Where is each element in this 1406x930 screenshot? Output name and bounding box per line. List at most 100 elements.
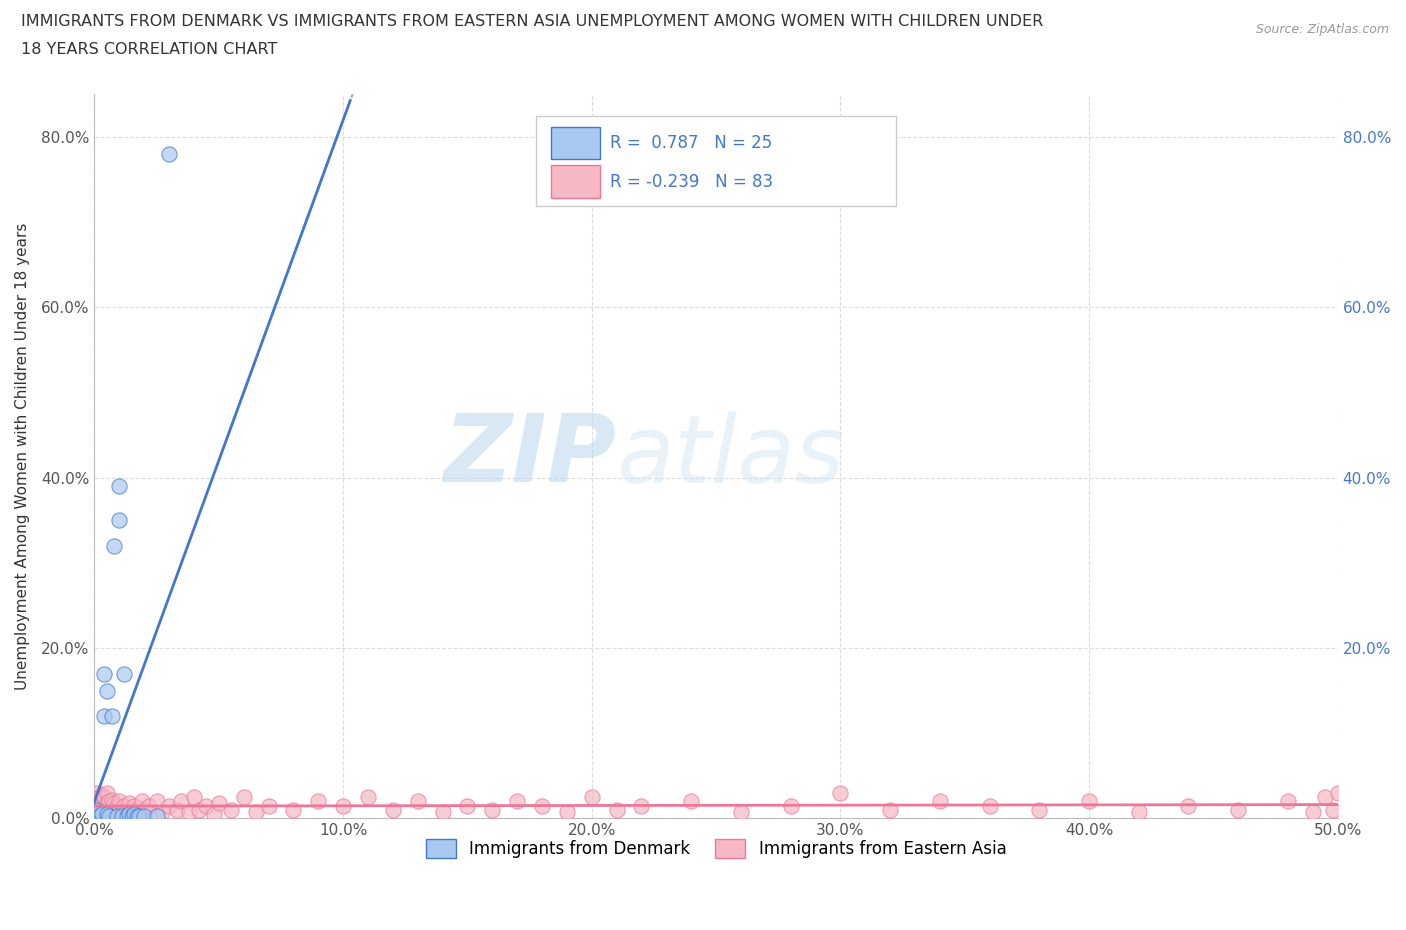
Point <box>506 794 529 809</box>
Point <box>89 808 111 823</box>
Point <box>381 803 404 817</box>
Point <box>208 796 231 811</box>
Point <box>432 804 454 819</box>
Point <box>105 808 128 823</box>
Text: ZIP: ZIP <box>444 410 617 502</box>
Point <box>96 804 118 819</box>
Point <box>98 808 121 823</box>
Point <box>406 794 429 809</box>
Point <box>108 479 131 494</box>
Point <box>202 806 225 821</box>
Point <box>555 804 578 819</box>
Point <box>86 803 108 817</box>
Point <box>101 709 124 724</box>
Point <box>89 806 111 821</box>
Point <box>157 146 180 161</box>
Point <box>257 798 280 813</box>
Point <box>357 790 380 804</box>
Point <box>170 794 193 809</box>
Point <box>108 803 131 817</box>
Point <box>118 796 141 811</box>
Point <box>96 806 118 821</box>
Point <box>103 796 125 811</box>
Point <box>105 798 128 813</box>
Point <box>879 803 901 817</box>
Point <box>98 806 121 821</box>
FancyBboxPatch shape <box>551 165 600 198</box>
Point <box>115 803 138 817</box>
Point <box>1227 803 1250 817</box>
Point <box>150 804 173 819</box>
Point <box>730 804 752 819</box>
Point <box>93 666 115 681</box>
Point <box>125 806 148 821</box>
Y-axis label: Unemployment Among Women with Children Under 18 years: Unemployment Among Women with Children U… <box>15 222 30 690</box>
Point <box>1028 803 1050 817</box>
Point <box>779 798 801 813</box>
Point <box>134 808 156 823</box>
Point <box>245 804 267 819</box>
Point <box>101 803 124 817</box>
FancyBboxPatch shape <box>551 126 600 159</box>
Point <box>166 803 188 817</box>
Point <box>111 808 134 823</box>
Point <box>96 786 118 801</box>
Point <box>89 790 111 804</box>
Point <box>283 803 305 817</box>
Text: IMMIGRANTS FROM DENMARK VS IMMIGRANTS FROM EASTERN ASIA UNEMPLOYMENT AMONG WOMEN: IMMIGRANTS FROM DENMARK VS IMMIGRANTS FR… <box>21 14 1043 29</box>
Point <box>928 794 950 809</box>
Point <box>1078 794 1101 809</box>
Point <box>98 794 121 809</box>
Point <box>118 806 141 821</box>
Point <box>219 803 242 817</box>
Point <box>90 787 112 802</box>
Point <box>90 806 112 821</box>
Point <box>1128 804 1150 819</box>
Point <box>183 790 205 804</box>
Point <box>979 798 1001 813</box>
Point <box>307 794 329 809</box>
Point <box>1326 786 1348 801</box>
Point <box>122 806 145 821</box>
Point <box>93 806 115 821</box>
Point <box>157 798 180 813</box>
Point <box>681 794 703 809</box>
Point <box>90 804 112 819</box>
Point <box>86 803 108 817</box>
Point <box>1277 794 1299 809</box>
Point <box>115 808 138 823</box>
Point <box>103 804 125 819</box>
Point <box>108 512 131 527</box>
Point <box>581 790 603 804</box>
Point <box>530 798 553 813</box>
Point <box>332 798 354 813</box>
Point <box>112 798 135 813</box>
Point <box>131 794 153 809</box>
Point <box>86 809 108 824</box>
Point <box>86 786 108 801</box>
Point <box>630 798 652 813</box>
Point <box>101 792 124 807</box>
Point <box>96 796 118 811</box>
Point <box>177 804 200 819</box>
Point <box>138 798 160 813</box>
Point <box>90 796 112 811</box>
Point <box>86 794 108 809</box>
Point <box>108 794 131 809</box>
Point <box>96 684 118 698</box>
Point <box>112 666 135 681</box>
Point <box>145 794 167 809</box>
Text: Source: ZipAtlas.com: Source: ZipAtlas.com <box>1256 23 1389 36</box>
Point <box>456 798 478 813</box>
Point <box>121 808 143 823</box>
Point <box>1302 804 1324 819</box>
Point <box>187 803 209 817</box>
Point <box>103 538 125 553</box>
Text: 18 YEARS CORRELATION CHART: 18 YEARS CORRELATION CHART <box>21 42 277 57</box>
Point <box>1315 790 1337 804</box>
Point <box>122 798 145 813</box>
FancyBboxPatch shape <box>536 115 896 206</box>
Point <box>93 709 115 724</box>
Point <box>606 803 628 817</box>
Point <box>1322 803 1344 817</box>
